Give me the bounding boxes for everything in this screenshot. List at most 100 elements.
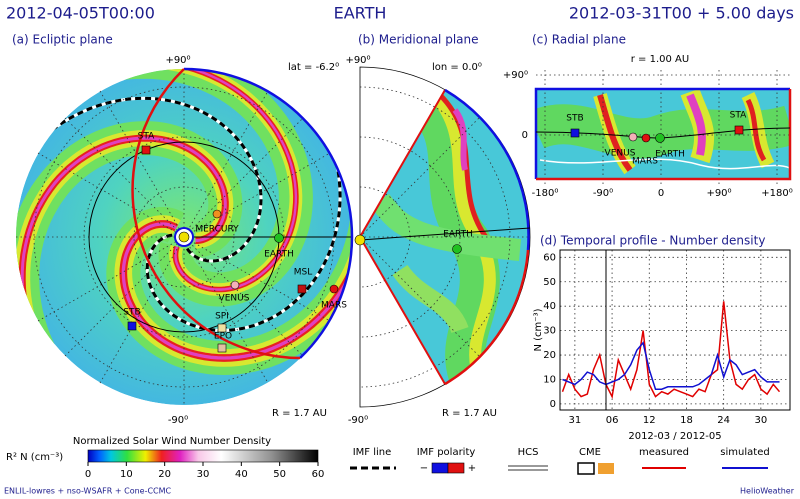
imf-line: [16, 96, 263, 263]
radius-label: R = 1.7 AU: [442, 408, 497, 419]
body-label: SPI: [215, 312, 229, 322]
meridional-grid: [359, 86, 530, 388]
x-tick-label: 31: [569, 415, 582, 426]
mercury-marker: [212, 209, 222, 219]
sta-marker: [734, 125, 744, 135]
panel-title: (b) Meridional plane: [358, 33, 479, 47]
legend-label: CME: [579, 447, 601, 458]
angle-label: -90⁰: [348, 415, 368, 426]
radius-label: R = 1.7 AU: [272, 408, 327, 419]
colorbar-tick-label: 60: [312, 469, 325, 480]
polarity-rim: [534, 87, 790, 179]
sun: [354, 234, 366, 246]
earth-marker: [274, 233, 284, 243]
colorbar-title: Normalized Solar Wind Number Density: [73, 436, 271, 447]
venus-marker: [230, 280, 240, 290]
angle-label: +90⁰: [165, 55, 190, 66]
y-tick-label: 0: [522, 130, 528, 141]
body-label: MERCURY: [195, 225, 239, 235]
ecliptic-bodies: STA MERCURY EARTH MSL VENUS MARS STB SPI…: [123, 132, 347, 353]
epo-marker: [217, 343, 227, 353]
body-label: STB: [123, 308, 140, 318]
y-axis-label: N (cm⁻³): [533, 308, 544, 351]
polarity-rim: [131, 68, 301, 360]
body-label: EPO: [214, 332, 232, 342]
body-label: MSL: [294, 268, 313, 278]
mars-marker: [329, 284, 339, 294]
colorbar-unit: R² N (cm⁻³): [6, 452, 63, 463]
legend-label: −: [420, 463, 428, 474]
y-tick-label: 60: [543, 252, 556, 263]
polarity-rim: [536, 89, 792, 181]
colorbar-tick-label: 0: [85, 469, 91, 480]
colorbar-tick-label: 10: [120, 469, 133, 480]
legend-polarity-neg: [431, 462, 449, 474]
colorbar-tick-label: 50: [273, 469, 286, 480]
legend-label: simulated: [720, 447, 769, 458]
body-label: EARTH: [264, 250, 294, 260]
spi-marker: [217, 323, 227, 333]
y-tick-label: +90⁰: [503, 70, 528, 81]
stb-marker: [127, 321, 137, 331]
radial-bodies: STB VENUS MARS EARTH STA: [566, 111, 747, 167]
plot-frame: [559, 249, 791, 411]
series-line: [561, 301, 781, 399]
header-time: 2012-04-05T00:00: [6, 4, 155, 23]
earth-marker: [655, 133, 665, 143]
body-label: STB: [566, 114, 583, 124]
earth-marker: [452, 244, 462, 254]
colorbar-tick-label: 40: [235, 469, 248, 480]
x-tick-label: 18: [680, 415, 693, 426]
body-label: VENUS: [219, 294, 250, 304]
footer-left: ENLIL-lowres + nso-WSAFR + Cone-CCMC: [4, 487, 172, 496]
legend-label: measured: [639, 447, 689, 458]
panel-title: (d) Temporal profile - Number density: [540, 234, 765, 248]
x-tick-label: 0: [658, 188, 664, 199]
density-band: [20, 136, 227, 368]
legend-label: IMF line: [353, 447, 392, 458]
venus-marker: [628, 132, 638, 142]
msl-marker: [297, 284, 307, 294]
header-run: 2012-03-31T00 + 5.00 days: [569, 4, 794, 23]
stb-marker: [570, 128, 580, 138]
legend-label: IMF polarity: [417, 447, 476, 458]
y-tick-label: 40: [543, 301, 556, 312]
colorbar-tick-label: 30: [197, 469, 210, 480]
x-tick-label: 30: [754, 415, 767, 426]
polarity-rim: [183, 67, 354, 359]
angle-label: +90⁰: [345, 55, 370, 66]
x-tick-label: -180⁰: [532, 188, 559, 199]
body-label: EARTH: [443, 230, 473, 240]
x-tick-label: 06: [606, 415, 619, 426]
angle-label: -90⁰: [168, 415, 188, 426]
x-tick-label: +180⁰: [761, 188, 792, 199]
legend-label: +: [468, 463, 476, 474]
body-label: STA: [138, 132, 156, 142]
radius-label: r = 1.00 AU: [631, 54, 689, 65]
panel-title: (c) Radial plane: [532, 33, 626, 47]
y-tick-label: 30: [543, 326, 556, 337]
sta-marker: [141, 145, 151, 155]
legend-cme-fill: [598, 463, 614, 474]
legend-cme: [577, 462, 595, 475]
footer-right: HelioWeather: [740, 487, 795, 496]
x-tick-label: 12: [643, 415, 656, 426]
sun: [178, 231, 190, 243]
lat-label: lat = -6.2⁰: [288, 62, 339, 73]
polarity-rim: [359, 236, 446, 385]
y-tick-label: 20: [543, 350, 556, 361]
body-label: MARS: [321, 301, 347, 311]
x-tick-label: 24: [717, 415, 730, 426]
series-line: [562, 341, 780, 390]
x-tick-label: -90⁰: [593, 188, 613, 199]
body-label: EARTH: [655, 150, 685, 160]
x-axis-label: 2012-03 / 2012-05: [628, 431, 721, 442]
polarity-rim: [359, 89, 446, 238]
colorbar: [87, 449, 319, 463]
y-tick-label: 50: [543, 277, 556, 288]
x-tick-label: +90⁰: [706, 188, 731, 199]
panel-title: (a) Ecliptic plane: [12, 33, 113, 47]
legend-polarity-pos: [447, 462, 465, 474]
body-label: MARS: [632, 157, 658, 167]
